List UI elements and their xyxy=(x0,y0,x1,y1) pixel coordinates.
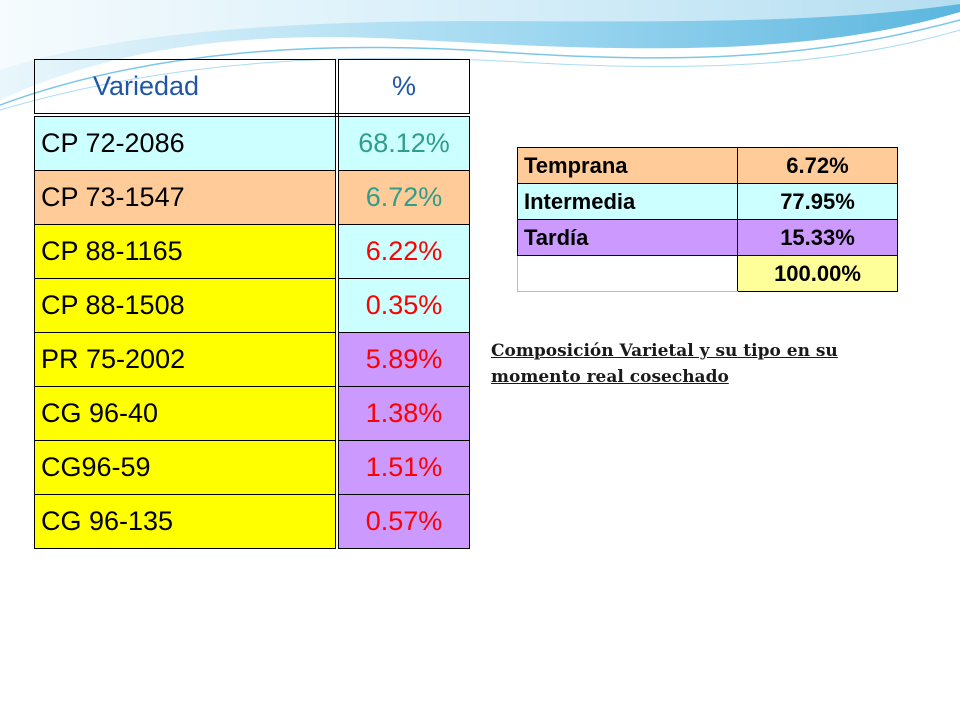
percent-cell: 0.57% xyxy=(336,494,470,549)
harvest-type-summary-table: Temprana 6.72% Intermedia 77.95% Tardía 15.33… xyxy=(517,147,898,292)
harvest-type-label: Temprana xyxy=(517,147,738,184)
table-row: CG 96-40 1.38% xyxy=(34,386,470,441)
table-header-row: Variedad % xyxy=(34,59,470,117)
table-row: CG96-59 1.51% xyxy=(34,440,470,495)
header-percent: % xyxy=(336,59,470,117)
variety-cell: CG 96-135 xyxy=(34,494,339,549)
harvest-type-label: Tardía xyxy=(517,219,738,256)
percent-cell: 6.22% xyxy=(336,224,470,279)
harvest-type-label: Intermedia xyxy=(517,183,738,220)
table-row: CP 72-2086 68.12% xyxy=(34,114,470,171)
summary-row: Intermedia 77.95% xyxy=(517,183,898,220)
header-variety: Variedad xyxy=(34,59,339,117)
variety-cell: CP 88-1508 xyxy=(34,278,339,333)
variety-table: Variedad % CP 72-2086 68.12% CP 73-1547 6.7… xyxy=(34,59,470,549)
total-value: 100.00% xyxy=(737,255,898,292)
table-row: PR 75-2002 5.89% xyxy=(34,332,470,387)
summary-total-row: 100.00% xyxy=(517,255,898,292)
variety-cell: CP 72-2086 xyxy=(34,114,339,171)
harvest-type-value: 15.33% xyxy=(737,219,898,256)
percent-cell: 6.72% xyxy=(336,170,470,225)
table-row: CG 96-135 0.57% xyxy=(34,494,470,549)
caption: Composición Varietal y su tipo en su mom… xyxy=(491,341,838,387)
variety-cell: CP 73-1547 xyxy=(34,170,339,225)
percent-cell: 1.51% xyxy=(336,440,470,495)
percent-cell: 0.35% xyxy=(336,278,470,333)
harvest-type-value: 77.95% xyxy=(737,183,898,220)
harvest-type-value: 6.72% xyxy=(737,147,898,184)
variety-cell: CG 96-40 xyxy=(34,386,339,441)
percent-cell: 5.89% xyxy=(336,332,470,387)
table-row: CP 73-1547 6.72% xyxy=(34,170,470,225)
percent-cell: 68.12% xyxy=(336,114,470,171)
total-label xyxy=(517,255,738,292)
variety-cell: PR 75-2002 xyxy=(34,332,339,387)
table-row: CP 88-1508 0.35% xyxy=(34,278,470,333)
table-row: CP 88-1165 6.22% xyxy=(34,224,470,279)
percent-cell: 1.38% xyxy=(336,386,470,441)
variety-cell: CP 88-1165 xyxy=(34,224,339,279)
variety-cell: CG96-59 xyxy=(34,440,339,495)
summary-row: Temprana 6.72% xyxy=(517,147,898,184)
summary-row: Tardía 15.33% xyxy=(517,219,898,256)
